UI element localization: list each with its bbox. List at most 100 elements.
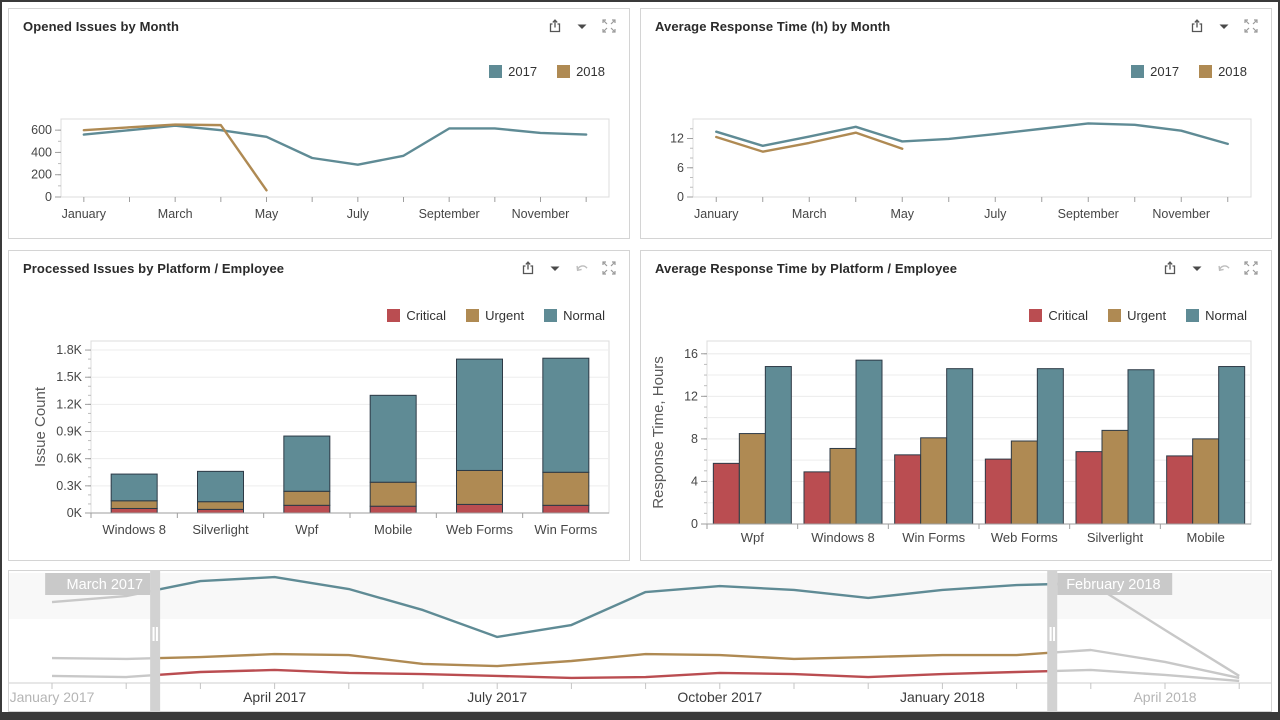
panel-toolbar [1189,18,1259,34]
panel-title: Processed Issues by Platform / Employee [23,260,285,276]
legend-item: Critical [387,308,446,323]
panel-header: Processed Issues by Platform / Employee [9,251,629,276]
svg-text:1.8K: 1.8K [56,343,82,357]
chart-legend: Critical Urgent Normal [9,308,629,323]
range-start-label: March 2017 [45,573,151,595]
svg-text:0: 0 [691,517,698,531]
export-icon[interactable] [520,260,536,276]
svg-text:Mobile: Mobile [1187,530,1225,545]
svg-text:Response Time, Hours: Response Time, Hours [650,356,667,509]
svg-text:Issue Count: Issue Count [32,386,49,467]
legend-label: Urgent [1127,308,1167,323]
panel-opened-issues: Opened Issues by Month 2017 2018 0 200 400 6… [8,8,630,239]
svg-text:0.3K: 0.3K [56,479,82,493]
export-dropdown-icon[interactable] [547,260,563,276]
svg-text:4: 4 [691,474,698,488]
svg-text:0K: 0K [67,506,83,520]
legend-item: Urgent [466,308,524,323]
undo-icon[interactable] [574,260,590,276]
export-icon[interactable] [1162,260,1178,276]
svg-text:Web Forms: Web Forms [991,530,1058,545]
legend-item: 2018 [557,64,605,79]
legend-marker [489,65,503,78]
svg-text:Silverlight: Silverlight [1087,530,1144,545]
svg-text:March 2017: March 2017 [67,577,144,593]
chart-canvas-avg-response-month: 0 6 12 January March May July September November [670,118,1252,221]
svg-text:0: 0 [45,190,52,204]
export-icon[interactable] [547,18,563,34]
svg-text:600: 600 [31,123,52,137]
range-end-handle[interactable] [1047,571,1058,711]
legend-marker [1186,309,1200,322]
export-dropdown-icon[interactable] [1189,260,1205,276]
maximize-icon[interactable] [601,18,617,34]
chart-legend: Critical Urgent Normal [641,308,1271,323]
svg-text:400: 400 [31,145,52,159]
svg-text:May: May [890,207,914,221]
legend-label: Normal [563,308,605,323]
panel-title: Average Response Time (h) by Month [655,18,891,34]
range-end-label: February 2018 [1057,573,1173,595]
svg-text:12: 12 [684,389,698,403]
svg-text:1.2K: 1.2K [56,397,82,411]
export-dropdown-icon[interactable] [574,18,590,34]
svg-text:Windows 8: Windows 8 [102,522,166,537]
svg-text:16: 16 [684,347,698,361]
panel-toolbar [1162,260,1259,276]
svg-text:October 2017: October 2017 [677,689,762,705]
legend-marker [1029,309,1043,322]
svg-text:Windows 8: Windows 8 [811,530,875,545]
svg-text:February 2018: February 2018 [1066,577,1160,593]
chart-legend: 2017 2018 [9,64,629,79]
maximize-icon[interactable] [601,260,617,276]
panel-title: Opened Issues by Month [23,18,180,34]
svg-text:March: March [792,207,827,221]
svg-text:Silverlight: Silverlight [192,522,249,537]
legend-label: Urgent [485,308,525,323]
svg-text:Mobile: Mobile [374,522,412,537]
svg-text:Web Forms: Web Forms [446,522,513,537]
svg-text:January 2017: January 2017 [10,689,95,705]
svg-text:0: 0 [677,190,684,204]
legend-marker [387,309,401,322]
panel-header: Average Response Time (h) by Month [641,9,1271,34]
svg-text:July: July [984,207,1007,221]
legend-label: 2017 [1150,64,1180,79]
chart-canvas-avg-response-platform: 0 4 8 12 16 Wpf Windows 8 Win Forms Web Forms Sil… [650,340,1252,545]
export-icon[interactable] [1189,18,1205,34]
svg-text:200: 200 [31,168,52,182]
svg-text:November: November [1152,207,1210,221]
svg-text:0.6K: 0.6K [56,452,82,466]
range-selector-canvas[interactable]: January 2017 April 2017 July 2017 October 2… [9,571,1271,711]
legend-item: Urgent [1108,308,1166,323]
legend-item: Critical [1029,308,1088,323]
svg-text:1.5K: 1.5K [56,370,82,384]
panel-processed-issues: Processed Issues by Platform / Employee … [8,250,630,561]
undo-icon[interactable] [1216,260,1232,276]
svg-text:6: 6 [677,161,684,175]
legend-marker [1131,65,1145,78]
maximize-icon[interactable] [1243,260,1259,276]
svg-text:January: January [62,207,107,221]
svg-text:Wpf: Wpf [295,522,319,537]
range-start-handle[interactable] [150,571,161,711]
svg-text:November: November [512,207,570,221]
legend-label: 2018 [1218,64,1247,79]
svg-text:12: 12 [670,132,684,146]
range-selector-panel[interactable]: January 2017 April 2017 July 2017 October 2… [8,570,1272,712]
export-dropdown-icon[interactable] [1216,18,1232,34]
svg-text:8: 8 [691,432,698,446]
panel-toolbar [547,18,617,34]
legend-item: 2017 [1131,64,1179,79]
legend-marker [544,309,558,322]
maximize-icon[interactable] [1243,18,1259,34]
legend-item: 2018 [1199,64,1247,79]
legend-marker [557,65,571,78]
panel-toolbar [520,260,617,276]
svg-text:May: May [255,207,279,221]
chart-legend: 2017 2018 [641,64,1271,79]
legend-label: 2018 [576,64,605,79]
svg-text:April 2017: April 2017 [243,689,306,705]
svg-text:April 2018: April 2018 [1133,689,1196,705]
svg-text:Win Forms: Win Forms [534,522,597,537]
